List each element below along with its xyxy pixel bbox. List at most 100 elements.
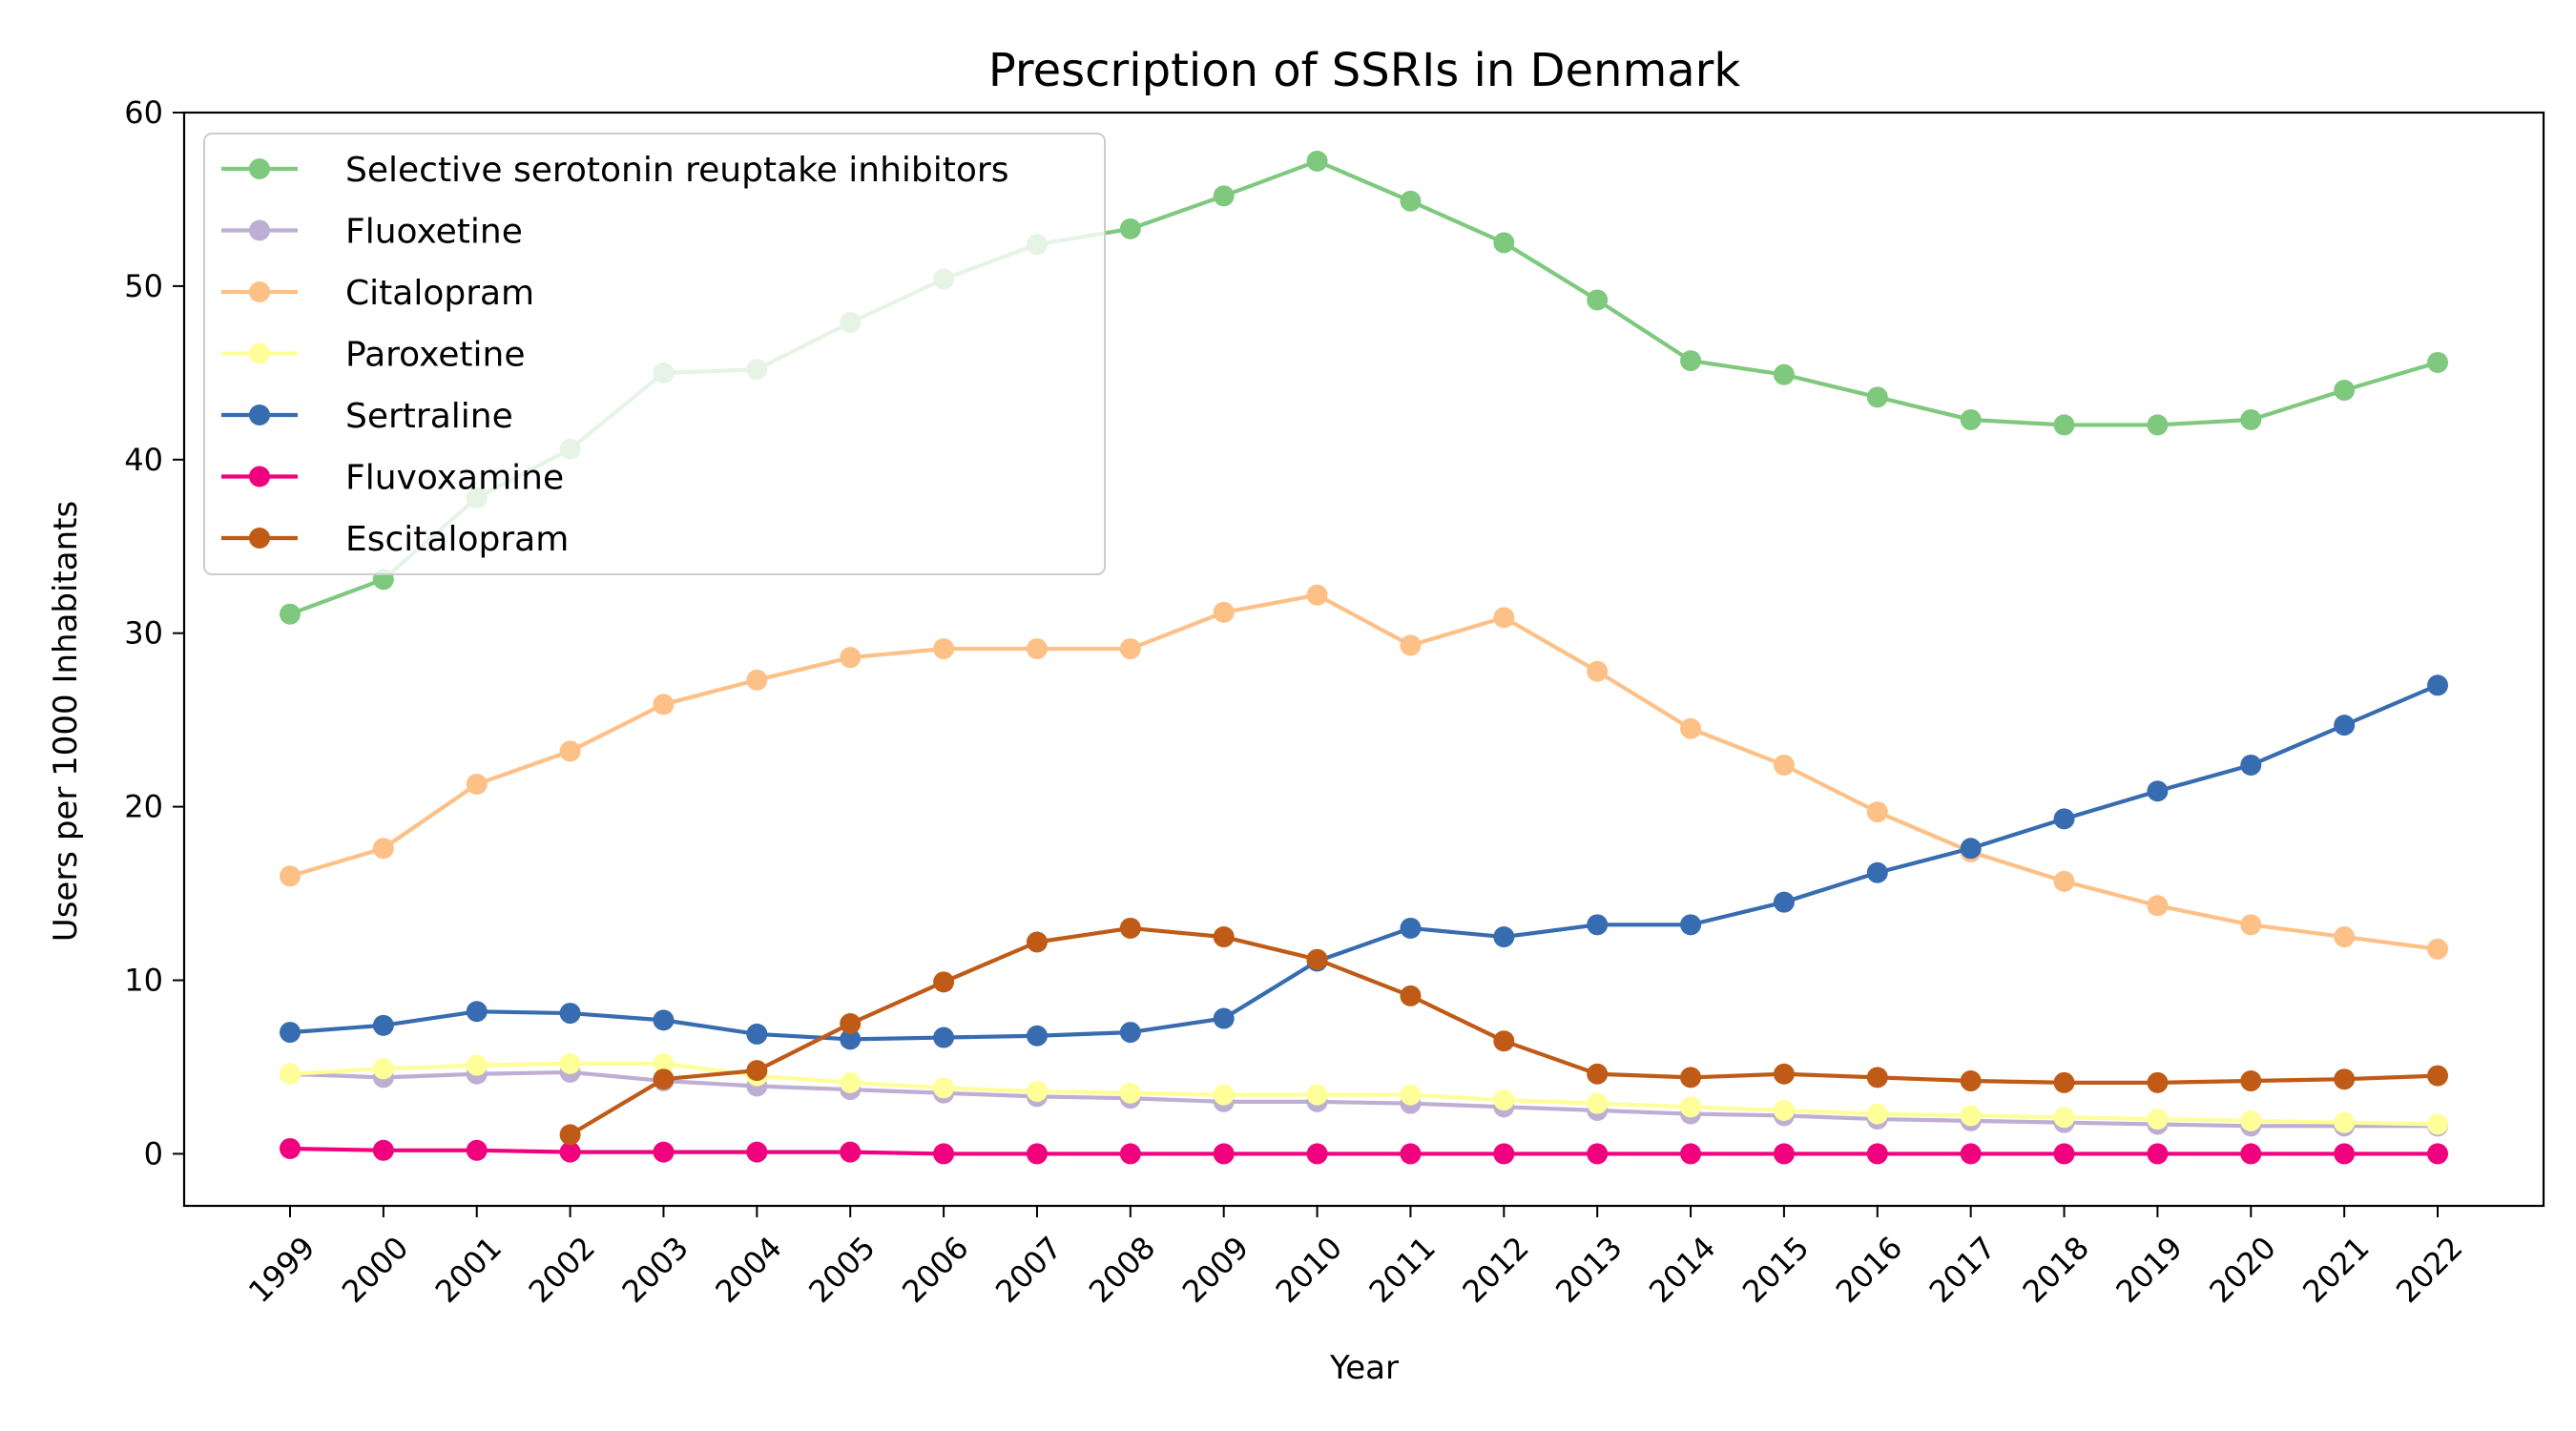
x-tick-label: 2005 <box>801 1230 882 1310</box>
y-tick-label: 30 <box>124 615 163 652</box>
series-line <box>289 1069 2438 1129</box>
data-point <box>1119 1082 1141 1104</box>
y-tick-label: 40 <box>124 442 163 478</box>
series-line <box>289 1146 2438 1156</box>
x-tick-label: 2007 <box>988 1230 1069 1310</box>
series-paroxetine <box>280 1052 2448 1135</box>
data-point <box>840 1013 862 1034</box>
x-tick-label: 2011 <box>1361 1230 1442 1310</box>
y-tick-label: 20 <box>124 789 163 825</box>
data-point <box>2334 1068 2356 1090</box>
x-tick-label: 2015 <box>1735 1230 1816 1310</box>
data-point <box>1026 638 1048 660</box>
data-point <box>1587 1143 1609 1165</box>
data-point <box>1680 350 1702 372</box>
legend-box <box>203 133 1106 575</box>
data-point <box>2053 414 2075 436</box>
data-point <box>1866 1143 1888 1165</box>
data-point <box>466 1001 488 1023</box>
x-tick-label: 2004 <box>708 1230 788 1310</box>
x-tick-label: 2003 <box>615 1230 696 1310</box>
data-point <box>1866 801 1888 823</box>
series-line <box>289 683 2439 1042</box>
data-point <box>1306 584 1328 606</box>
x-tick-label: 2002 <box>522 1230 602 1310</box>
data-point <box>746 1060 768 1082</box>
data-point <box>2334 380 2356 402</box>
legend-label: Paroxetine <box>345 336 526 375</box>
data-point <box>1773 1063 1795 1085</box>
data-point <box>280 1022 301 1044</box>
data-point <box>1119 1022 1141 1044</box>
data-point <box>2240 1070 2262 1092</box>
data-point <box>1306 948 1328 970</box>
legend-marker <box>249 219 270 241</box>
data-point <box>1119 917 1141 939</box>
data-point <box>2147 780 2169 802</box>
data-point <box>1026 1080 1048 1102</box>
data-point <box>1026 1025 1048 1047</box>
data-point <box>2147 414 2169 436</box>
chart-title: Prescription of SSRIs in Denmark <box>988 44 1741 97</box>
data-point <box>280 865 301 887</box>
data-point <box>1026 1143 1048 1165</box>
x-tick-label: 2009 <box>1175 1230 1256 1310</box>
data-point <box>2053 870 2075 892</box>
data-point <box>1493 926 1515 948</box>
x-tick-label: 2013 <box>1548 1230 1629 1310</box>
y-tick-label: 0 <box>144 1135 163 1172</box>
data-point <box>1493 1030 1515 1052</box>
x-tick-label: 2016 <box>1829 1230 1909 1310</box>
data-point <box>933 638 955 660</box>
data-point <box>559 1141 581 1163</box>
data-point <box>2427 938 2448 960</box>
data-point <box>933 1027 955 1048</box>
data-point <box>280 1063 301 1085</box>
data-point <box>1587 1092 1609 1114</box>
legend-marker <box>249 281 270 302</box>
legend-entry: Paroxetine <box>221 336 526 375</box>
legend-label: Citalopram <box>345 274 534 313</box>
data-point <box>2427 1065 2448 1087</box>
data-point <box>840 1141 862 1163</box>
legend-marker <box>249 528 270 549</box>
data-point <box>1400 190 1422 212</box>
data-point <box>1960 1105 1982 1127</box>
data-point <box>2334 715 2356 736</box>
data-point <box>2147 1143 2169 1165</box>
data-point <box>840 647 862 669</box>
data-point <box>1866 1103 1888 1125</box>
legend-label: Sertraline <box>345 397 513 436</box>
data-point <box>466 1054 488 1076</box>
series-line <box>289 592 2439 951</box>
data-point <box>1213 1007 1235 1029</box>
data-point <box>1773 1099 1795 1121</box>
data-point <box>1680 1096 1702 1118</box>
data-point <box>1680 717 1702 739</box>
data-point <box>2240 408 2262 430</box>
data-point <box>2147 1109 2169 1130</box>
series-fluvoxamine <box>280 1137 2448 1165</box>
data-point <box>1213 1084 1235 1106</box>
x-tick-label: 1999 <box>241 1230 322 1310</box>
data-point <box>559 1003 581 1025</box>
data-point <box>1960 1070 1982 1092</box>
data-point <box>746 1141 768 1163</box>
legend-entry: Sertraline <box>221 397 513 436</box>
data-point <box>1960 1143 1982 1165</box>
data-point <box>1680 1067 1702 1089</box>
x-tick-label: 2010 <box>1269 1230 1349 1310</box>
data-point <box>1587 1063 1609 1085</box>
data-point <box>1026 931 1048 953</box>
data-point <box>2334 1143 2356 1165</box>
data-point <box>1960 838 1982 860</box>
data-point <box>840 1071 862 1093</box>
data-point <box>1213 601 1235 623</box>
legend-entry: Escitalopram <box>221 520 569 559</box>
legend-label: Escitalopram <box>345 520 569 559</box>
data-point <box>2053 1107 2075 1129</box>
data-point <box>2427 674 2448 696</box>
data-point <box>1587 914 1609 936</box>
legend-label: Fluvoxamine <box>345 459 564 498</box>
legend-entry: Fluoxetine <box>221 213 523 252</box>
